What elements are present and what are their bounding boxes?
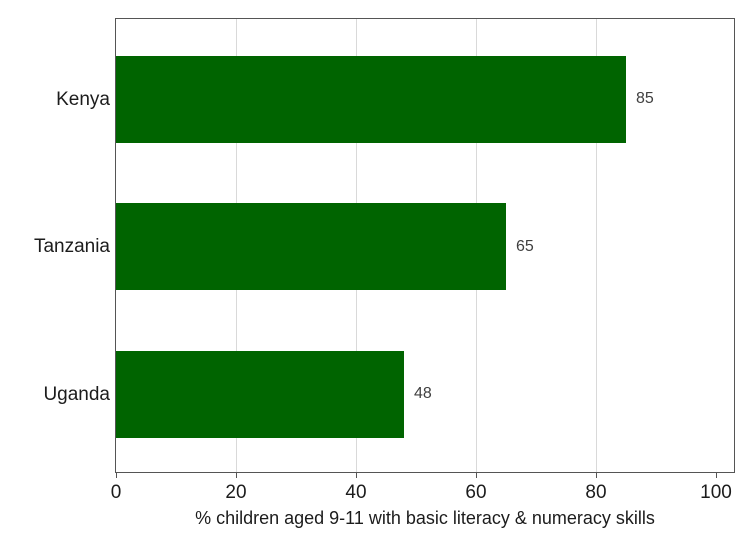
bar-uganda [116, 350, 404, 438]
x-tick-label-60: 60 [465, 482, 487, 503]
x-tick-label-100: 100 [700, 482, 732, 503]
category-label-uganda: Uganda [43, 383, 110, 405]
bar-kenya [116, 55, 626, 143]
x-tick-label-40: 40 [345, 482, 367, 503]
x-tick-label-80: 80 [585, 482, 607, 503]
bar-tanzania [116, 203, 506, 290]
x-tick-mark-20 [235, 472, 237, 478]
value-label-kenya: 85 [636, 90, 654, 107]
category-label-kenya: Kenya [56, 88, 110, 110]
x-tick-mark-40 [355, 472, 357, 478]
x-tick-mark-0 [115, 472, 117, 478]
plot-area: 85 65 48 [115, 18, 735, 473]
x-tick-mark-80 [595, 472, 597, 478]
x-tick-label-20: 20 [225, 482, 247, 503]
x-tick-mark-60 [475, 472, 477, 478]
value-label-uganda: 48 [414, 385, 432, 402]
x-tick-mark-100 [715, 472, 717, 478]
category-label-tanzania: Tanzania [33, 236, 110, 257]
gridline-80 [595, 19, 597, 472]
value-label-tanzania: 65 [516, 237, 534, 255]
x-axis-title: % children aged 9-11 with basic literacy… [195, 508, 655, 528]
x-tick-label-0: 0 [110, 482, 122, 503]
